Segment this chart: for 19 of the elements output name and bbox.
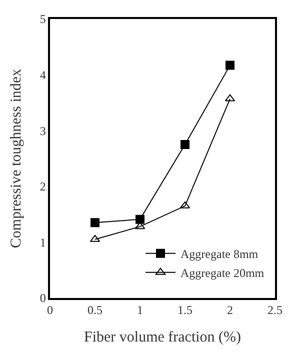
y-axis-title: Compressive toughness index	[8, 68, 25, 248]
legend-label: Aggregate 8mm	[180, 247, 259, 262]
x-tick-label: 2	[227, 303, 233, 318]
point	[180, 140, 190, 150]
point	[136, 214, 144, 224]
x-tick-label: 2.5	[268, 303, 282, 318]
y-tick-label: 3	[40, 124, 46, 138]
x-tick-label: 1	[137, 303, 143, 318]
x-tick-label: 1.5	[178, 303, 192, 318]
y-tick-label: 0	[40, 291, 46, 306]
legend-label: Aggregate 20mm	[180, 266, 265, 280]
point	[226, 60, 234, 70]
y-tick-label: 5	[40, 12, 46, 26]
y-tick-label: 2	[40, 180, 46, 194]
point	[90, 218, 100, 228]
y-tick-label: 4	[40, 68, 46, 82]
y-tick-label: 1	[40, 235, 46, 250]
x-axis-title: Fiber volume fraction (%)	[84, 330, 242, 346]
x-tick-label: 0.5	[88, 303, 102, 318]
